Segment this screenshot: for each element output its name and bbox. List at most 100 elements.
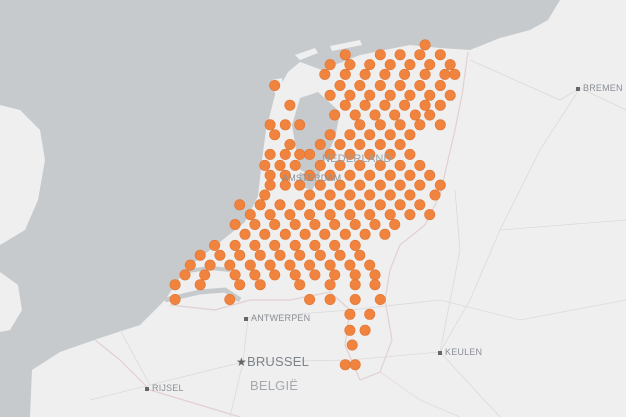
location-marker[interactable] bbox=[414, 199, 426, 211]
location-marker[interactable] bbox=[309, 269, 321, 281]
location-marker[interactable] bbox=[364, 89, 376, 101]
location-marker[interactable] bbox=[364, 189, 376, 201]
location-marker[interactable] bbox=[394, 80, 406, 92]
location-marker[interactable] bbox=[224, 293, 236, 305]
location-marker[interactable] bbox=[329, 219, 341, 231]
location-marker[interactable] bbox=[354, 80, 366, 92]
location-marker[interactable] bbox=[254, 249, 266, 261]
location-marker[interactable] bbox=[359, 228, 371, 240]
location-marker[interactable] bbox=[359, 68, 371, 80]
location-marker[interactable] bbox=[424, 169, 436, 181]
location-marker[interactable] bbox=[289, 219, 301, 231]
location-marker[interactable] bbox=[294, 199, 306, 211]
location-marker[interactable] bbox=[434, 179, 446, 191]
location-marker[interactable] bbox=[259, 159, 271, 171]
location-marker[interactable] bbox=[339, 49, 351, 61]
location-marker[interactable] bbox=[269, 219, 281, 231]
location-marker[interactable] bbox=[289, 269, 301, 281]
location-marker[interactable] bbox=[346, 339, 358, 351]
location-marker[interactable] bbox=[384, 148, 396, 160]
location-marker[interactable] bbox=[404, 169, 416, 181]
location-marker[interactable] bbox=[294, 148, 306, 160]
location-marker[interactable] bbox=[194, 279, 206, 291]
location-marker[interactable] bbox=[414, 159, 426, 171]
location-marker[interactable] bbox=[209, 239, 221, 251]
location-marker[interactable] bbox=[314, 199, 326, 211]
location-marker[interactable] bbox=[344, 129, 356, 141]
location-marker[interactable] bbox=[214, 249, 226, 261]
location-marker[interactable] bbox=[274, 159, 286, 171]
location-marker[interactable] bbox=[284, 99, 296, 111]
location-marker[interactable] bbox=[364, 308, 376, 320]
location-marker[interactable] bbox=[444, 89, 456, 101]
location-marker[interactable] bbox=[309, 239, 321, 251]
location-marker[interactable] bbox=[439, 68, 451, 80]
location-marker[interactable] bbox=[314, 249, 326, 261]
location-marker[interactable] bbox=[229, 219, 241, 231]
location-marker[interactable] bbox=[364, 259, 376, 271]
location-marker[interactable] bbox=[314, 179, 326, 191]
location-marker[interactable] bbox=[289, 239, 301, 251]
location-marker[interactable] bbox=[419, 99, 431, 111]
location-marker[interactable] bbox=[249, 269, 261, 281]
location-marker[interactable] bbox=[334, 139, 346, 151]
location-marker[interactable] bbox=[359, 99, 371, 111]
location-marker[interactable] bbox=[234, 279, 246, 291]
location-marker[interactable] bbox=[349, 239, 361, 251]
location-marker[interactable] bbox=[324, 293, 336, 305]
location-marker[interactable] bbox=[349, 293, 361, 305]
location-marker[interactable] bbox=[354, 249, 366, 261]
location-marker[interactable] bbox=[239, 228, 251, 240]
location-marker[interactable] bbox=[384, 59, 396, 71]
location-marker[interactable] bbox=[379, 68, 391, 80]
location-marker[interactable] bbox=[404, 129, 416, 141]
location-marker[interactable] bbox=[169, 279, 181, 291]
location-marker[interactable] bbox=[364, 148, 376, 160]
location-marker[interactable] bbox=[324, 59, 336, 71]
location-marker[interactable] bbox=[324, 189, 336, 201]
location-marker[interactable] bbox=[269, 129, 281, 141]
location-marker[interactable] bbox=[359, 324, 371, 336]
location-marker[interactable] bbox=[434, 99, 446, 111]
location-marker[interactable] bbox=[304, 148, 316, 160]
location-marker[interactable] bbox=[304, 293, 316, 305]
location-marker[interactable] bbox=[304, 189, 316, 201]
location-marker[interactable] bbox=[344, 169, 356, 181]
location-marker[interactable] bbox=[374, 139, 386, 151]
location-marker[interactable] bbox=[334, 159, 346, 171]
location-marker[interactable] bbox=[404, 89, 416, 101]
location-marker[interactable] bbox=[384, 169, 396, 181]
location-marker[interactable] bbox=[354, 119, 366, 131]
location-marker[interactable] bbox=[349, 219, 361, 231]
location-marker[interactable] bbox=[324, 129, 336, 141]
location-marker[interactable] bbox=[374, 179, 386, 191]
location-marker[interactable] bbox=[249, 239, 261, 251]
location-marker[interactable] bbox=[294, 179, 306, 191]
location-marker[interactable] bbox=[324, 148, 336, 160]
location-marker[interactable] bbox=[369, 219, 381, 231]
location-marker[interactable] bbox=[234, 249, 246, 261]
location-marker[interactable] bbox=[404, 59, 416, 71]
location-marker[interactable] bbox=[434, 49, 446, 61]
location-marker[interactable] bbox=[349, 359, 361, 371]
location-marker[interactable] bbox=[379, 99, 391, 111]
location-marker[interactable] bbox=[324, 209, 336, 221]
location-marker[interactable] bbox=[264, 209, 276, 221]
location-marker[interactable] bbox=[349, 109, 361, 121]
location-marker[interactable] bbox=[294, 119, 306, 131]
location-marker[interactable] bbox=[339, 228, 351, 240]
location-marker[interactable] bbox=[339, 359, 351, 371]
location-marker[interactable] bbox=[329, 269, 341, 281]
location-marker[interactable] bbox=[184, 259, 196, 271]
location-marker[interactable] bbox=[424, 89, 436, 101]
location-marker[interactable] bbox=[254, 279, 266, 291]
location-marker[interactable] bbox=[374, 293, 386, 305]
location-marker[interactable] bbox=[324, 169, 336, 181]
location-marker[interactable] bbox=[399, 68, 411, 80]
location-marker[interactable] bbox=[449, 68, 461, 80]
location-marker[interactable] bbox=[444, 59, 456, 71]
location-marker[interactable] bbox=[414, 80, 426, 92]
location-marker[interactable] bbox=[384, 189, 396, 201]
location-marker[interactable] bbox=[289, 159, 301, 171]
location-marker[interactable] bbox=[374, 119, 386, 131]
